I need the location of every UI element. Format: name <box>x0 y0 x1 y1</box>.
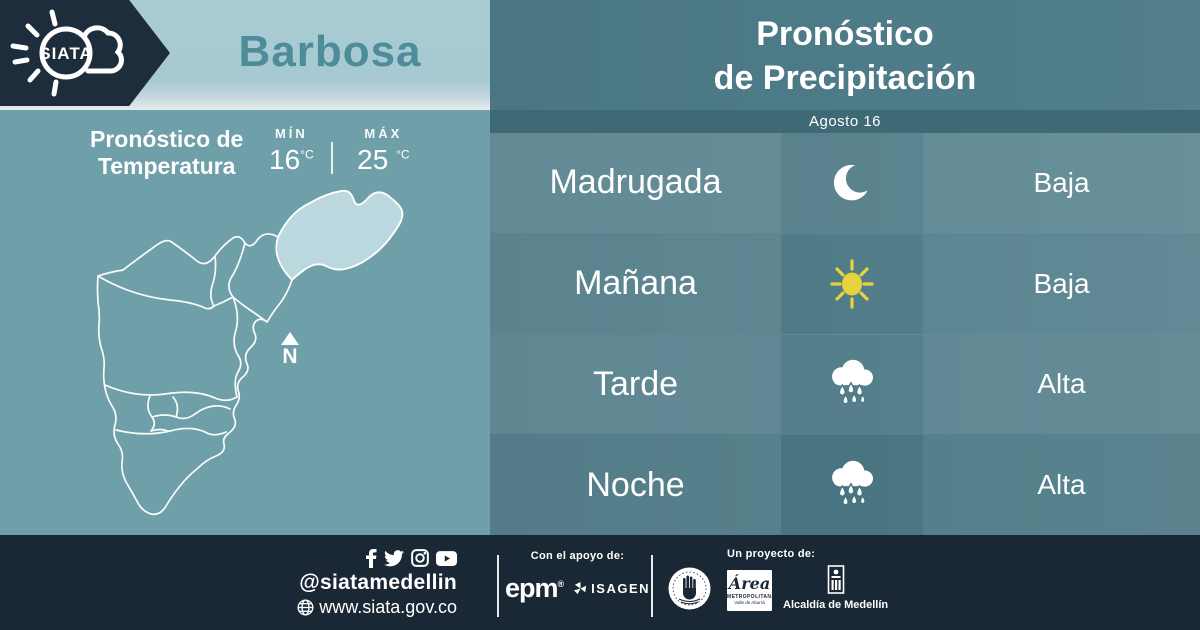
instagram-icon[interactable] <box>411 549 429 567</box>
footer-divider <box>497 555 499 617</box>
period-label: Mañana <box>574 264 697 303</box>
area-caption2: Valle de Aburrá <box>734 600 765 605</box>
facebook-icon[interactable] <box>366 548 377 568</box>
siata-logo <box>10 9 124 97</box>
min-number: 16 <box>269 144 301 175</box>
epm-logo: epm® <box>505 575 564 602</box>
isagen-logo: ISAGEN <box>573 581 650 596</box>
siata-banner: SIATA <box>0 0 170 106</box>
globe-icon <box>297 599 314 616</box>
rain-icon <box>832 360 873 406</box>
max-unit: °C <box>396 147 410 162</box>
temperature-map-panel: Pronóstico de Temperatura MÍN 16°C MÁX 2… <box>0 110 490 535</box>
table-row: Madrugada Baja <box>490 133 1200 233</box>
min-unit: °C <box>300 147 314 162</box>
temperature-max: MÁX 25 °C <box>351 126 415 176</box>
period-label: Tarde <box>592 364 679 403</box>
forecast-table: Madrugada Baja Mañana <box>490 133 1200 535</box>
area-script-text: Área <box>728 574 771 593</box>
max-label: MÁX <box>364 126 403 141</box>
min-value: 16°C <box>259 144 323 176</box>
sun-icon <box>830 259 874 309</box>
precipitation-title-line1: Pronóstico <box>756 15 934 53</box>
forecast-date: Agosto 16 <box>490 110 1200 133</box>
footer-divider <box>651 555 653 617</box>
precipitation-title: Pronóstico de Precipitación <box>490 0 1200 100</box>
social-block: @siatamedellin www.siata.gov.co <box>285 548 457 618</box>
epm-text: epm <box>505 573 559 603</box>
temperature-title: Pronóstico de Temperatura <box>90 126 243 180</box>
period-label: Noche <box>586 465 685 504</box>
precipitation-panel: Pronóstico de Precipitación Agosto 16 Ma… <box>490 0 1200 535</box>
table-row: Mañana <box>490 232 1200 334</box>
epm-registered-mark: ® <box>557 579 565 589</box>
support-block: Con el apoyo de: epm® ISAGEN <box>505 550 650 602</box>
youtube-icon[interactable] <box>436 550 457 566</box>
footer: @siatamedellin www.siata.gov.co Con el a… <box>0 535 1200 630</box>
isagen-text: ISAGEN <box>591 581 651 596</box>
min-label: MÍN <box>274 126 308 141</box>
alcaldia-caption: Alcaldía de Medellín <box>783 599 889 611</box>
precipitation-title-line2: de Precipitación <box>713 59 977 98</box>
support-label: Con el apoyo de: <box>530 550 625 562</box>
north-arrow-icon <box>281 332 299 345</box>
level-value: Baja <box>1033 166 1090 198</box>
level-value: Baja <box>1033 267 1090 299</box>
temperature-block: Pronóstico de Temperatura MÍN 16°C MÁX 2… <box>90 126 415 180</box>
level-value: Alta <box>1037 469 1086 501</box>
north-label: N <box>282 345 298 368</box>
rain-icon <box>832 460 873 506</box>
alcaldia-emblem-icon <box>827 565 844 594</box>
table-row: Noche <box>490 434 1200 535</box>
hand-seal-logo <box>667 566 712 616</box>
temperature-title-line2: Temperatura <box>97 153 236 180</box>
level-value: Alta <box>1037 368 1086 400</box>
website-url[interactable]: www.siata.gov.co <box>319 597 457 617</box>
map-highlight-barbosa <box>275 189 404 281</box>
min-max-divider <box>331 142 334 174</box>
temperature-title-line1: Pronóstico de <box>90 126 244 152</box>
alcaldia-medellin-logo: Alcaldía de Medellín <box>783 565 888 611</box>
website-row: www.siata.gov.co <box>285 597 457 618</box>
temperature-min: MÍN 16°C <box>259 126 323 176</box>
area-metropolitana-logo: Área METROPOLITANA Valle de Aburrá <box>727 570 776 611</box>
aburra-valley-map <box>96 189 404 516</box>
municipality-title: Barbosa <box>238 27 422 76</box>
period-label: Madrugada <box>549 163 722 202</box>
moon-icon <box>833 164 868 201</box>
area-caption1: METROPOLITANA <box>727 594 776 600</box>
project-logos: Área METROPOLITANA Valle de Aburrá Alcal… <box>727 565 888 611</box>
siata-logo-text: SIATA <box>39 44 93 63</box>
social-icons <box>285 548 457 568</box>
twitter-icon[interactable] <box>384 549 404 567</box>
table-row: Tarde <box>490 333 1200 435</box>
north-indicator: N <box>276 332 304 367</box>
support-logos: epm® ISAGEN <box>505 575 650 602</box>
project-label: Un proyecto de: <box>727 548 816 560</box>
project-block: Un proyecto de: Área METROPOLITANA Valle… <box>727 548 888 611</box>
isagen-pinwheel-icon <box>574 581 587 595</box>
max-value: 25 °C <box>351 144 415 176</box>
social-handle[interactable]: @siatamedellin <box>299 571 457 594</box>
max-number: 25 <box>357 144 389 175</box>
